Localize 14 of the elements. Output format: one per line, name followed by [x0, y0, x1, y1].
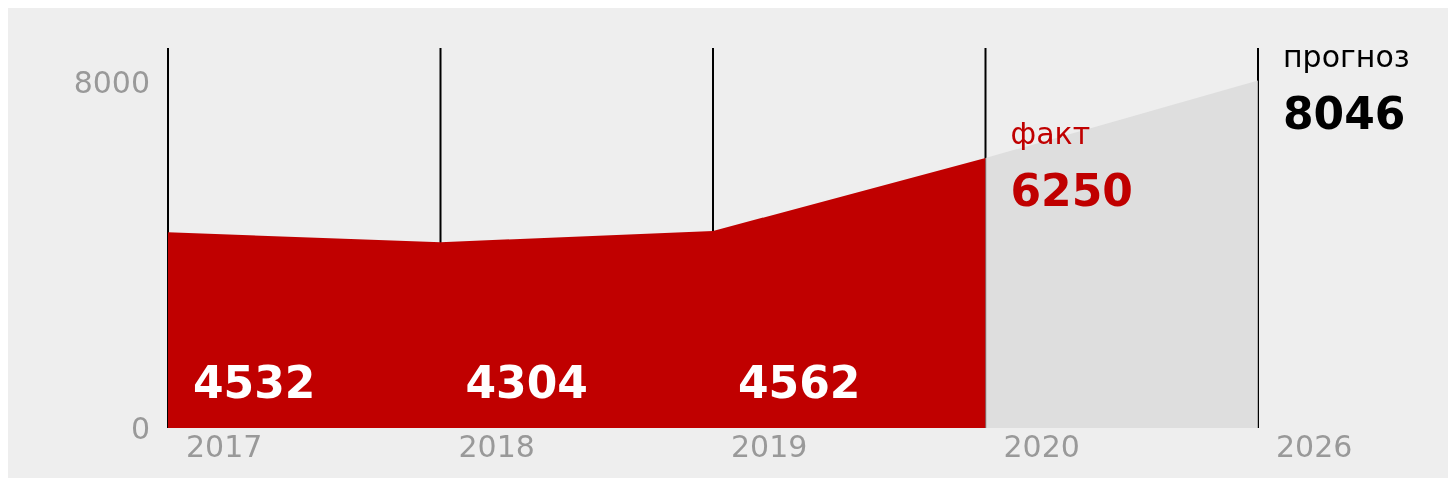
y-tick-label: 8000 [73, 65, 150, 101]
data-label: 4532 [193, 357, 316, 408]
data-label: 4562 [738, 357, 861, 408]
series-label: прогноз [1283, 38, 1410, 74]
x-tick-label: 2017 [186, 429, 263, 465]
x-tick-label: 2026 [1276, 429, 1353, 465]
x-tick-label: 2018 [458, 429, 535, 465]
x-tick-label: 2020 [1003, 429, 1080, 465]
series-label: факт [1010, 116, 1091, 152]
data-label: 8046 [1283, 87, 1406, 139]
data-label: 4304 [465, 357, 588, 408]
y-tick-label: 0 [130, 410, 150, 446]
data-label: 6250 [1010, 165, 1133, 217]
x-tick-label: 2019 [731, 429, 808, 465]
